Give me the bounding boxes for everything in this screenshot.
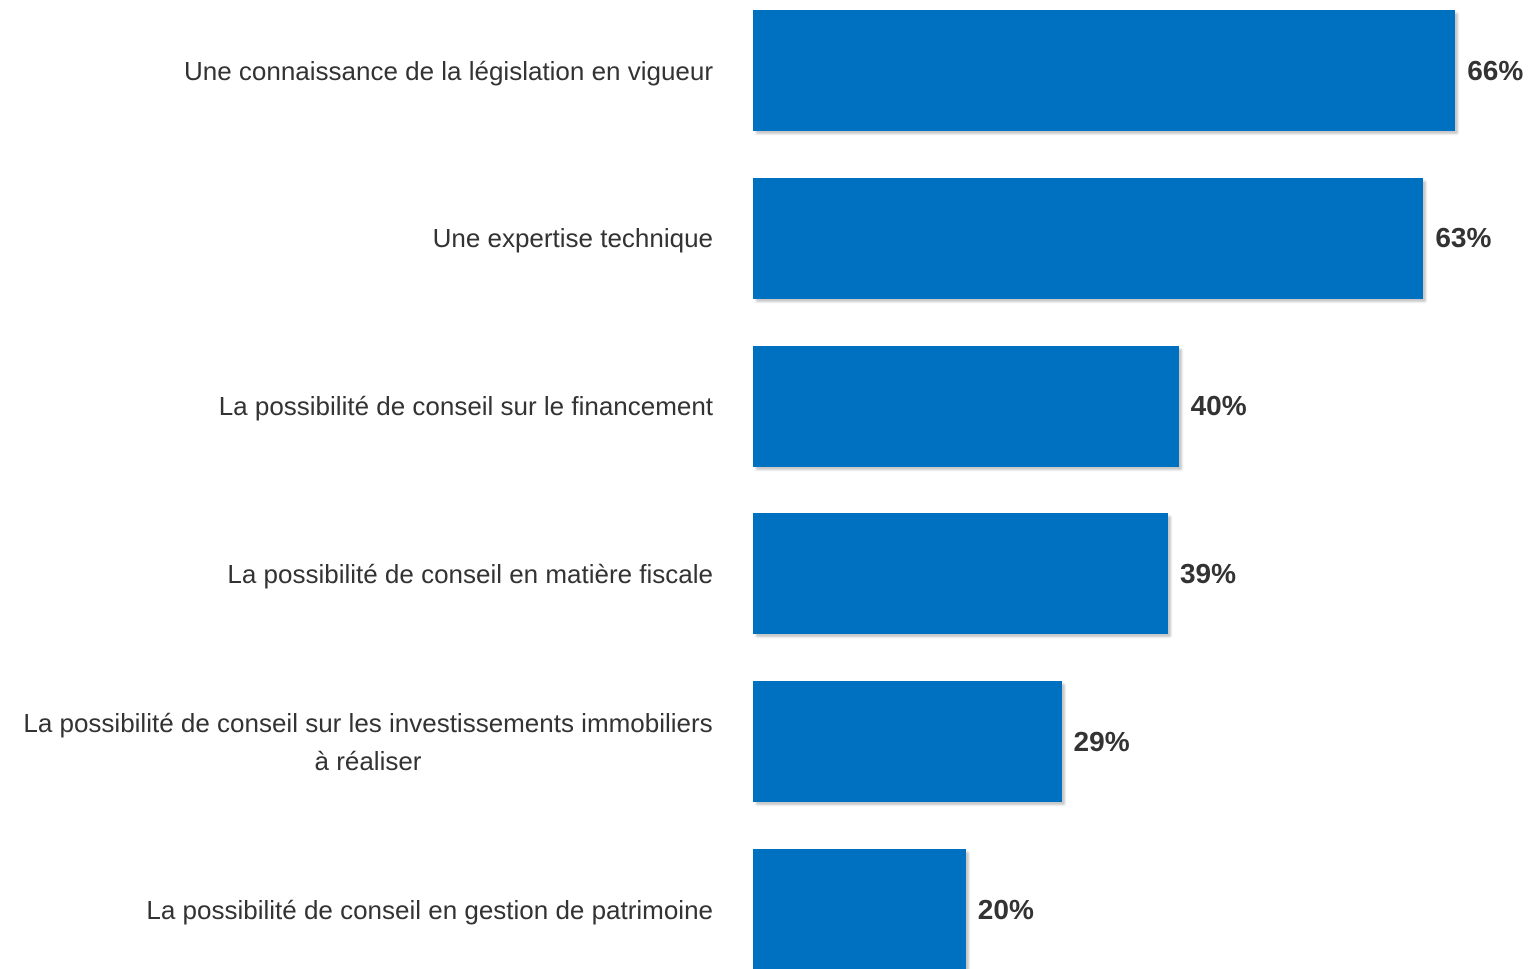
category-label: Une connaissance de la législation en vi…	[183, 55, 713, 86]
value-label: 66%	[1467, 54, 1524, 86]
category-label: La possibilité de conseil en gestion de …	[146, 894, 713, 925]
category-label: La possibilité de conseil sur le finance…	[218, 391, 713, 422]
value-label: 29%	[1073, 725, 1130, 757]
value-label: 63%	[1435, 222, 1492, 254]
bar	[753, 681, 1062, 803]
bar	[753, 513, 1168, 635]
category-label: La possibilité de conseil en matière fis…	[227, 558, 713, 589]
value-label: 40%	[1190, 390, 1247, 422]
category-label: La possibilité de conseil sur les invest…	[23, 707, 713, 776]
category-label: Une expertise technique	[432, 223, 713, 254]
value-label: 20%	[977, 893, 1034, 925]
value-label: 39%	[1179, 557, 1236, 589]
bar	[753, 345, 1179, 467]
bar	[753, 849, 966, 969]
bar	[753, 10, 1456, 131]
bar	[753, 177, 1424, 299]
